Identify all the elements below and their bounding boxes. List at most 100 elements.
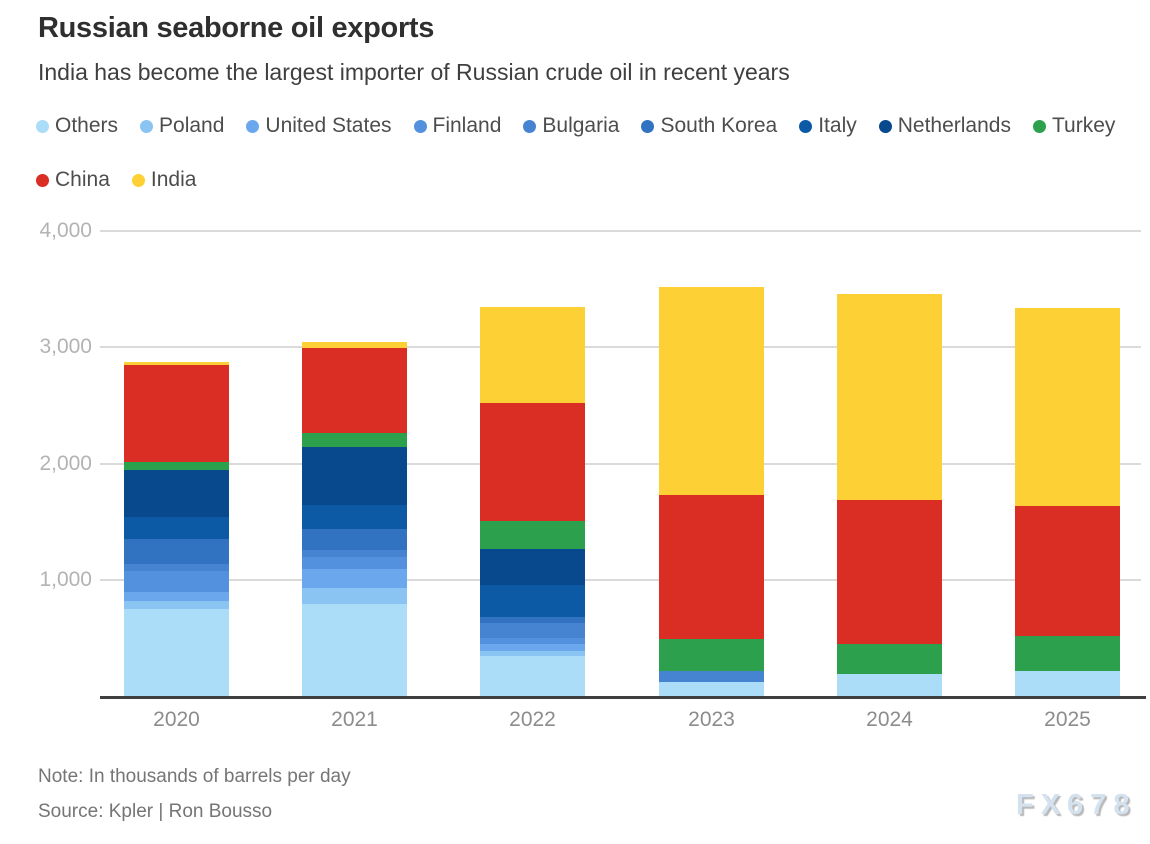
gridline-3000 — [100, 346, 1141, 349]
bar-segment-2021-bulgaria — [302, 549, 407, 557]
bar-2021 — [302, 342, 407, 696]
x-axis-label-2024: 2024 — [866, 708, 913, 731]
legend-swatch-icon — [878, 119, 892, 133]
bar-segment-2020-poland — [124, 600, 229, 609]
bar-segment-2021-poland — [302, 587, 407, 605]
bar-segment-2022-south-korea — [480, 616, 585, 623]
legend-swatch-icon — [36, 119, 49, 133]
legend-item-netherlands: Netherlands — [878, 114, 1011, 138]
legend-label: South Korea — [660, 114, 778, 137]
bar-segment-2022-turkey — [480, 521, 585, 549]
legend-swatch-icon — [246, 119, 260, 133]
legend: Others Poland United States Finland Bulgaria… — [36, 114, 1134, 192]
bar-2022 — [480, 307, 585, 696]
x-axis-label-2022: 2022 — [509, 708, 556, 731]
bar-segment-2021-finland — [302, 556, 407, 569]
legend-item-india: India — [131, 168, 197, 192]
bar-segment-2023-india — [659, 286, 764, 495]
bar-segment-2025-china — [1015, 505, 1120, 637]
bar-segment-2021-others — [302, 604, 407, 696]
legend-item-united-states: United States — [246, 114, 392, 138]
legend-label: India — [150, 168, 197, 191]
legend-label: Turkey — [1051, 114, 1116, 137]
bar-segment-2025-others — [1015, 671, 1120, 696]
legend-item-south-korea: South Korea — [641, 114, 777, 138]
bar-segment-2021-united-states — [302, 568, 407, 588]
legend-swatch-icon — [36, 173, 49, 187]
note-text: Note: In thousands of barrels per day — [38, 766, 351, 787]
legend-swatch-icon — [523, 119, 537, 133]
y-axis-tick-label: 4,000 — [39, 219, 92, 242]
legend-label: Finland — [432, 114, 502, 137]
source-text: Source: Kpler | Ron Bousso — [38, 801, 273, 822]
bar-segment-2024-turkey — [837, 643, 942, 674]
bar-2025 — [1015, 307, 1120, 696]
bar-segment-2022-others — [480, 655, 585, 696]
legend-swatch-icon — [799, 119, 813, 133]
bar-segment-2020-finland — [124, 571, 229, 592]
legend-item-poland: Poland — [140, 114, 224, 138]
chart-title: Russian seaborne oil exports — [38, 12, 435, 44]
bar-segment-2022-united-states — [480, 643, 585, 651]
bar-2020 — [124, 362, 229, 696]
chart-subtitle: India has become the largest importer of… — [38, 59, 790, 85]
legend-swatch-icon — [131, 173, 145, 187]
legend-item-bulgaria: Bulgaria — [523, 114, 619, 138]
bar-segment-2023-others — [659, 682, 764, 696]
bar-segment-2020-south-korea — [124, 539, 229, 565]
bar-segment-2020-others — [124, 608, 229, 696]
gridline-2000 — [100, 462, 1141, 465]
bar-segment-2021-china — [302, 348, 407, 433]
bar-segment-2020-turkey — [124, 461, 229, 470]
legend-label: Netherlands — [897, 114, 1011, 137]
x-axis-label-2023: 2023 — [688, 708, 735, 731]
legend-swatch-icon — [140, 119, 154, 133]
bar-segment-2023-china — [659, 494, 764, 640]
legend-label: Italy — [818, 114, 857, 137]
x-axis-line — [100, 696, 1146, 699]
legend-item-italy: Italy — [799, 114, 857, 138]
bar-segment-2023-bulgaria — [659, 671, 764, 683]
bar-segment-2021-turkey — [302, 432, 407, 447]
bar-segment-2020-united-states — [124, 591, 229, 601]
legend-swatch-icon — [413, 119, 427, 133]
gridline-1000 — [100, 578, 1141, 581]
bar-segment-2022-finland — [480, 637, 585, 644]
y-axis-tick-label: 2,000 — [39, 451, 92, 475]
bar-2023 — [659, 286, 764, 696]
bar-2024 — [837, 293, 942, 696]
y-axis-tick-label: 1,000 — [39, 567, 92, 591]
legend-item-china: China — [36, 168, 110, 192]
bar-segment-2025-turkey — [1015, 636, 1120, 671]
bar-segment-2025-india — [1015, 307, 1120, 506]
bar-segment-2020-china — [124, 365, 229, 462]
bar-segment-2021-india — [302, 342, 407, 349]
bar-segment-2023-turkey — [659, 639, 764, 672]
bar-segment-2022-bulgaria — [480, 622, 585, 638]
bar-segment-2022-china — [480, 402, 585, 522]
gridline-4000 — [100, 230, 1141, 232]
bar-segment-2024-china — [837, 499, 942, 644]
x-axis-label-2025: 2025 — [1044, 708, 1091, 731]
bar-segment-2020-bulgaria — [124, 564, 229, 572]
legend-label: Poland — [159, 114, 225, 137]
bar-segment-2024-india — [837, 293, 942, 500]
legend-item-finland: Finland — [413, 114, 502, 138]
bar-segment-2022-poland — [480, 650, 585, 656]
bar-segment-2020-india — [124, 362, 229, 366]
legend-swatch-icon — [641, 119, 655, 133]
legend-label: United States — [265, 114, 392, 137]
legend-item-others: Others — [36, 114, 118, 138]
bar-segment-2022-netherlands — [480, 548, 585, 585]
bar-segment-2022-italy — [480, 585, 585, 617]
legend-label: China — [55, 168, 110, 191]
bar-segment-2021-netherlands — [302, 446, 407, 505]
legend-label: Others — [55, 114, 119, 137]
legend-swatch-icon — [1032, 119, 1046, 133]
watermark: FX678 — [1016, 789, 1137, 821]
bar-segment-2021-italy — [302, 504, 407, 529]
legend-item-turkey: Turkey — [1032, 114, 1116, 138]
bar-segment-2020-italy — [124, 517, 229, 540]
x-axis-label-2020: 2020 — [153, 708, 200, 731]
